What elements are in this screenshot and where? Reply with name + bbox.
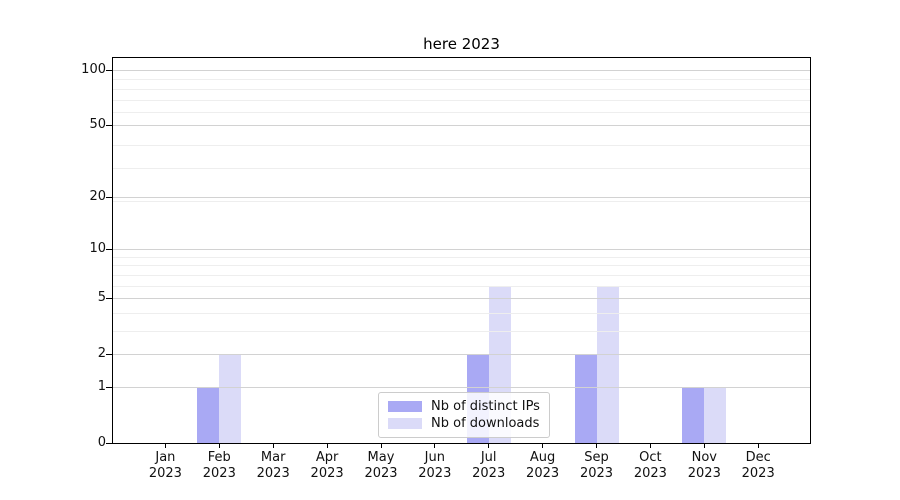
gridline-minor [113,285,810,287]
legend-label-downloads: Nb of downloads [431,416,540,431]
bar-downloads-nov [704,387,727,443]
x-tick-mark [649,443,651,448]
x-tick-label-may: May 2023 [364,450,398,481]
x-tick-label-apr: Apr 2023 [310,450,344,481]
x-tick-mark [218,443,220,448]
gridline-major [113,125,810,127]
x-tick-label-jan: Jan 2023 [148,450,182,481]
x-tick-mark [380,443,382,448]
y-tick-mark [106,125,113,127]
x-tick-label-feb: Feb 2023 [202,450,236,481]
x-tick-mark [326,443,328,448]
bar-downloads-feb [219,354,242,443]
x-tick-label-aug: Aug 2023 [526,450,560,481]
gridline-minor [113,312,810,314]
gridline-major [113,70,810,71]
gridline-major [113,196,810,198]
y-tick-label: 50 [89,117,106,133]
bar-downloads-sep [596,285,619,443]
gridline-minor [113,144,810,146]
gridline-minor [113,331,810,332]
gridline-minor [113,200,810,202]
y-tick-mark [106,387,113,388]
legend-label-distinct-ips: Nb of distinct IPs [431,399,540,414]
y-tick-mark [106,196,113,198]
gridline-major [113,354,810,356]
y-tick-label: 0 [97,435,106,450]
x-tick-label-dec: Dec 2023 [741,450,775,481]
x-tick-label-oct: Oct 2023 [633,450,667,481]
legend-item-downloads: Nb of downloads [388,415,540,432]
bar-distinct-ips-feb [197,387,220,443]
y-tick-label: 1 [97,379,106,394]
gridline-minor [113,112,810,114]
legend-swatch-downloads [388,418,422,429]
x-tick-mark [434,443,436,448]
gridline-minor [113,99,810,101]
y-tick-label: 10 [89,241,106,257]
x-tick-mark [272,443,274,448]
x-tick-mark [488,443,490,448]
x-tick-label-jul: Jul 2023 [472,450,506,481]
x-tick-mark [757,443,759,448]
legend: Nb of distinct IPs Nb of downloads [378,392,550,438]
x-tick-mark [164,443,166,448]
gridline-minor [113,265,810,267]
y-tick-mark [106,443,113,444]
x-tick-label-sep: Sep 2023 [579,450,614,481]
legend-swatch-distinct-ips [388,401,422,412]
gridline-minor [113,274,810,276]
y-tick-label: 20 [89,188,106,204]
gridline-major [113,249,810,251]
x-tick-mark [542,443,544,448]
gridline-major [113,298,810,300]
bar-distinct-ips-nov [682,387,705,443]
gridline-major [113,387,810,388]
gridline-minor [113,256,810,258]
gridline-minor [113,168,810,170]
x-tick-label-mar: Mar 2023 [256,450,290,481]
chart-title: here 2023 [423,35,500,53]
y-tick-mark [106,354,113,356]
y-tick-label: 2 [97,346,106,362]
grid-layer [113,58,810,443]
gridline-minor [113,88,810,90]
x-tick-mark [703,443,705,448]
gridline-minor [113,79,810,81]
y-tick-label: 5 [97,290,106,306]
x-tick-label-nov: Nov 2023 [687,450,721,481]
x-tick-mark [596,443,597,448]
y-tick-mark [106,70,113,71]
legend-item-distinct-ips: Nb of distinct IPs [388,398,540,415]
y-tick-mark [106,298,113,300]
plot-area: Jan 2023 Feb 2023 Mar 2023 Apr 2023 May 2023 Jun 20… [112,57,811,481]
y-tick-mark [106,249,113,251]
bar-distinct-ips-sep [574,354,597,443]
x-tick-label-jun: Jun 2023 [418,450,452,481]
y-tick-label: 100 [81,62,106,77]
